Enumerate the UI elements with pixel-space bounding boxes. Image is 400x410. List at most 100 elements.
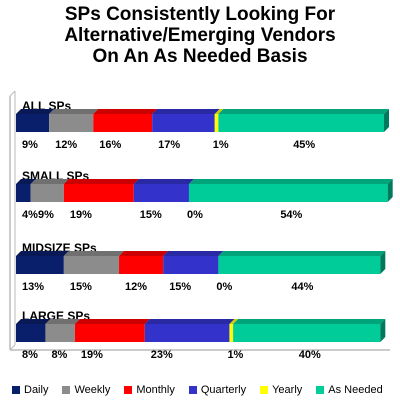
- bar-end-face: [387, 179, 393, 202]
- bar-segment: [93, 114, 153, 132]
- data-label: 12%: [55, 139, 77, 151]
- data-label: 0%: [216, 281, 232, 293]
- bar-segment: [152, 114, 215, 132]
- data-label: 12%: [125, 281, 147, 293]
- bar-segment-top: [16, 109, 55, 114]
- bar-segment: [63, 256, 120, 274]
- bar-segment-top: [16, 179, 36, 184]
- chart-title-line-2: Alternative/Emerging Vendors: [64, 25, 336, 46]
- legend-item: Quarterly: [188, 384, 247, 396]
- data-label: 19%: [81, 349, 103, 361]
- bar-segment: [163, 256, 219, 274]
- bar-segment-top: [16, 251, 69, 256]
- bar-segment-top: [133, 179, 194, 184]
- bar-segment: [63, 184, 134, 202]
- legend-item: Monthly: [124, 384, 175, 396]
- data-label: 9%: [22, 139, 38, 151]
- bar-segment-top: [152, 109, 220, 114]
- legend-item: Daily: [12, 384, 48, 396]
- data-label: 54%: [280, 209, 302, 221]
- bar-segment: [188, 184, 388, 202]
- bar-segment-top: [188, 179, 393, 184]
- data-label: 23%: [151, 349, 173, 361]
- bar-segment-top: [16, 319, 51, 324]
- data-label: 17%: [158, 139, 180, 151]
- data-label: 0%: [187, 209, 203, 221]
- chart-title: SPs Consistently Looking For Alternative…: [0, 4, 400, 67]
- data-label: 15%: [140, 209, 162, 221]
- data-label: 19%: [70, 209, 92, 221]
- bar-segment-top: [218, 251, 386, 256]
- bar-segment-top: [233, 319, 386, 324]
- bar-segment: [30, 184, 64, 202]
- bar-segment: [16, 324, 46, 342]
- data-label: 15%: [70, 281, 92, 293]
- bar-segment-top: [144, 319, 235, 324]
- bar-segment: [16, 114, 50, 132]
- bar-segment: [119, 256, 164, 274]
- legend-swatch: [12, 386, 20, 394]
- bar-segment: [133, 184, 189, 202]
- bar-segment-top: [74, 319, 150, 324]
- legend-swatch: [62, 386, 71, 394]
- bar-segment: [144, 324, 230, 342]
- data-label: 15%: [169, 281, 191, 293]
- legend-swatch: [188, 386, 197, 394]
- bar-segment-top: [214, 109, 224, 114]
- legend: Daily Weekly Monthly Quarterly Yearly As Need…: [12, 384, 400, 396]
- bar-segment-top: [218, 109, 389, 114]
- bar-end-face: [384, 109, 389, 132]
- legend-swatch: [316, 386, 325, 394]
- bar-segment: [45, 324, 75, 342]
- legend-label: As Needed: [328, 384, 383, 396]
- bar-segment: [218, 256, 381, 274]
- bar-segment-top: [49, 109, 99, 114]
- bar-end-face: [380, 319, 386, 342]
- data-label: 8%: [22, 349, 38, 361]
- bar-segment: [229, 324, 234, 342]
- legend-label: Quarterly: [200, 384, 247, 396]
- bar-segment: [214, 114, 219, 132]
- legend-item: As Needed: [316, 384, 383, 396]
- data-label: 1%: [213, 139, 229, 151]
- data-label: 13%: [22, 281, 44, 293]
- bar-segment-top: [229, 319, 239, 324]
- legend-item: Weekly: [62, 384, 110, 396]
- bar-segment: [233, 324, 381, 342]
- data-label: 40%: [299, 349, 321, 361]
- wall-top-edge: [9, 90, 16, 97]
- bar-segment-top: [163, 251, 224, 256]
- data-label: 4%: [22, 209, 38, 221]
- bar-segment-top: [93, 109, 158, 114]
- bar-end-face: [380, 251, 386, 274]
- chart-title-line-3: On An As Needed Basis: [92, 46, 308, 67]
- bar-segment: [74, 324, 145, 342]
- legend-label: Daily: [24, 384, 49, 396]
- bar-segment-top: [63, 251, 125, 256]
- chart-title-line-1: SPs Consistently Looking For: [64, 4, 336, 25]
- bar-segment: [16, 184, 31, 202]
- bar-segment-top: [45, 319, 80, 324]
- data-label: 9%: [38, 209, 54, 221]
- legend-item: Yearly: [260, 384, 302, 396]
- data-label: 1%: [227, 349, 243, 361]
- legend-swatch: [124, 386, 133, 394]
- data-label: 44%: [291, 281, 313, 293]
- legend-label: Monthly: [136, 384, 175, 396]
- bar-segment: [218, 114, 384, 132]
- chart-frame: [9, 90, 390, 351]
- legend-swatch: [260, 386, 269, 394]
- bar-segment: [49, 114, 94, 132]
- data-label: 45%: [293, 139, 315, 151]
- bar-segment-top: [63, 179, 139, 184]
- bar-segment: [16, 256, 64, 274]
- bar-segment-top: [30, 179, 69, 184]
- legend-label: Yearly: [272, 384, 303, 396]
- data-label: 16%: [99, 139, 121, 151]
